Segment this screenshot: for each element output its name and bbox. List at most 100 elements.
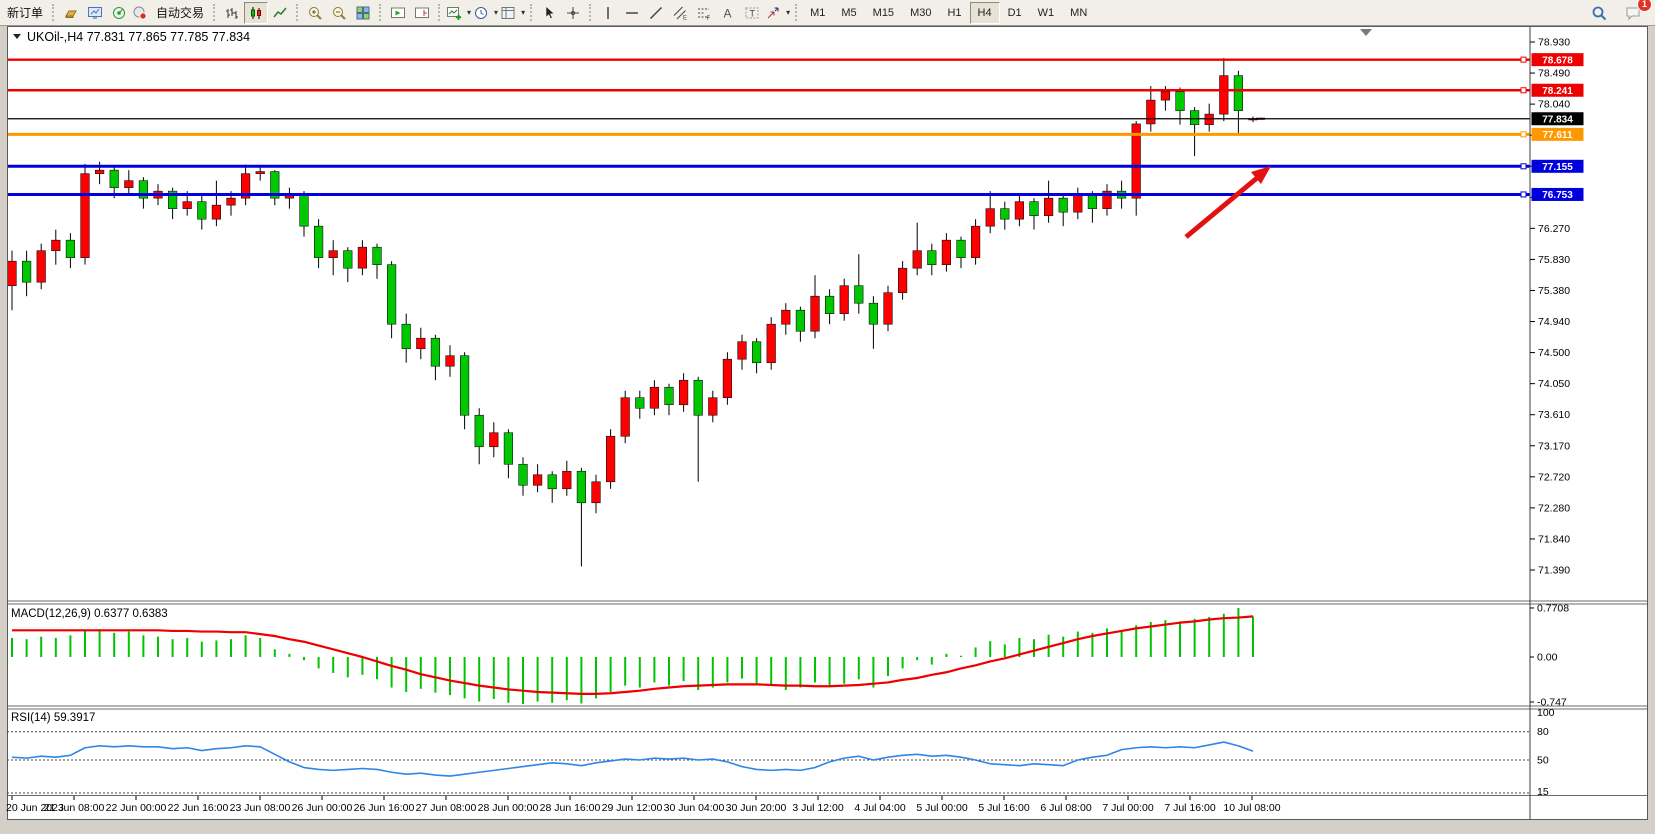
vertical-line-button[interactable] [596, 2, 620, 24]
timeframe-h1[interactable]: H1 [939, 2, 969, 24]
candle-body [708, 397, 718, 416]
candle-body [1073, 194, 1083, 213]
candle-body [430, 337, 441, 367]
candle-body [1160, 91, 1170, 101]
toolbar-grip [379, 4, 382, 21]
time-tick-label: 28 Jun 00:00 [478, 802, 539, 814]
line-chart-button[interactable] [268, 2, 292, 24]
crosshair-button[interactable] [561, 2, 585, 24]
time-tick-label: 7 Jul 16:00 [1164, 802, 1216, 814]
macd-axis-label: 0.7708 [1537, 602, 1569, 614]
fibonacci-button[interactable]: F [692, 2, 716, 24]
candle-body [1131, 123, 1141, 199]
new-order-button[interactable]: 新订单 [2, 2, 48, 24]
candle-body [80, 173, 90, 258]
price-tick-label: 72.280 [1538, 502, 1570, 514]
arrow-objects-icon [767, 7, 779, 18]
candle-body [21, 260, 32, 283]
timeframe-d1[interactable]: D1 [1000, 2, 1030, 24]
timeframe-m5[interactable]: M5 [833, 2, 864, 24]
price-badge-78.678: 78.678 [1531, 53, 1584, 66]
svg-text:A: A [724, 6, 732, 20]
candle-body [532, 474, 543, 486]
hline-handle[interactable] [1520, 87, 1527, 94]
equidistant-channel-button[interactable]: E [668, 2, 692, 24]
trend-line-button[interactable] [644, 2, 668, 24]
period-selector-button[interactable]: ▾ [472, 2, 499, 24]
candle-body [372, 246, 382, 265]
candlestick-chart-button[interactable] [244, 1, 269, 24]
chart-shift-button[interactable] [410, 2, 434, 24]
price-tick-label: 75.830 [1538, 254, 1570, 266]
chart-frame [7, 26, 1648, 820]
hline-handle[interactable] [1520, 56, 1527, 63]
price-tick-label: 76.270 [1538, 223, 1570, 235]
timeframe-mn[interactable]: MN [1062, 2, 1095, 24]
time-tick-label: 5 Jul 00:00 [916, 802, 968, 814]
tile-windows-icon [356, 6, 370, 19]
tile-windows-button[interactable] [351, 2, 375, 24]
price-tick-label: 73.170 [1538, 440, 1570, 452]
timeframe-m1[interactable]: M1 [802, 2, 833, 24]
hline-handle[interactable] [1520, 131, 1527, 138]
candle-body [1204, 113, 1214, 125]
candle-body [1000, 208, 1010, 220]
text-button[interactable]: A [716, 2, 740, 24]
auto-scroll-button[interactable] [386, 2, 410, 24]
price-tick-label: 78.930 [1538, 37, 1570, 49]
toolbar-grip [438, 4, 441, 21]
navigator-button[interactable] [107, 2, 131, 24]
timeframe-h4[interactable]: H4 [969, 1, 1000, 24]
arrow-objects-button[interactable]: ▾ [764, 2, 791, 24]
hline-handle[interactable] [1520, 191, 1527, 198]
candle-body [1087, 194, 1097, 209]
candle-body [138, 180, 149, 199]
timeframe-w1[interactable]: W1 [1030, 2, 1063, 24]
time-tick-label: 30 Jun 20:00 [726, 802, 787, 814]
candle-body [693, 379, 703, 416]
candle-body [722, 358, 732, 399]
candle-body [766, 323, 776, 364]
toolbar-grip [52, 4, 55, 21]
time-tick-label: 7 Jul 00:00 [1102, 802, 1154, 814]
candle-body [255, 171, 265, 174]
time-tick-label: 26 Jun 16:00 [354, 802, 415, 814]
dropdown-caret: ▾ [494, 8, 499, 17]
chart-title: UKOil-,H4 77.831 77.865 77.785 77.834 [27, 30, 250, 44]
bar-chart-button[interactable] [220, 2, 244, 24]
zoom-in-button[interactable] [303, 2, 327, 24]
text-label-button[interactable]: T [740, 2, 764, 24]
data-window-button[interactable] [83, 2, 107, 24]
price-tick-label: 74.940 [1538, 316, 1570, 328]
candle-body [343, 250, 353, 269]
trend-arrow-annotation[interactable] [1184, 166, 1271, 239]
crosshair-icon [567, 6, 580, 19]
horizontal-line-button[interactable] [620, 2, 644, 24]
svg-text:E: E [683, 15, 687, 21]
candle-body [868, 302, 878, 325]
chart-shift-marker[interactable] [1360, 29, 1372, 36]
candle-body [1233, 75, 1243, 111]
chart-template-button[interactable]: ▾ [499, 2, 526, 24]
dropdown-caret: ▾ [521, 8, 526, 17]
hline-handle[interactable] [1520, 163, 1527, 170]
timeframe-m15[interactable]: M15 [865, 2, 902, 24]
cursor-button[interactable] [537, 2, 561, 24]
auto-trading-button[interactable]: 自动交易 [131, 2, 209, 24]
search-button[interactable] [1587, 2, 1611, 24]
candle-body [576, 470, 586, 504]
timeframe-m30[interactable]: M30 [902, 2, 939, 24]
price-tick-label: 71.840 [1538, 533, 1570, 545]
market-watch-button[interactable] [59, 2, 83, 24]
chart-area[interactable]: 78.93078.49078.04077.60077.15076.71076.2… [0, 26, 1655, 829]
line-chart-icon [273, 7, 287, 17]
candle-body [1102, 190, 1112, 209]
candle-body [985, 208, 995, 227]
zoom-out-button[interactable] [327, 2, 351, 24]
time-tick-label: 22 Jun 00:00 [106, 802, 167, 814]
price-tick-label: 72.720 [1538, 471, 1570, 483]
chart-menu-icon[interactable] [13, 34, 21, 39]
time-tick-label: 27 Jun 08:00 [416, 802, 477, 814]
insert-indicator-button[interactable]: ▾ [445, 2, 472, 24]
macd-histogram [11, 607, 1254, 705]
